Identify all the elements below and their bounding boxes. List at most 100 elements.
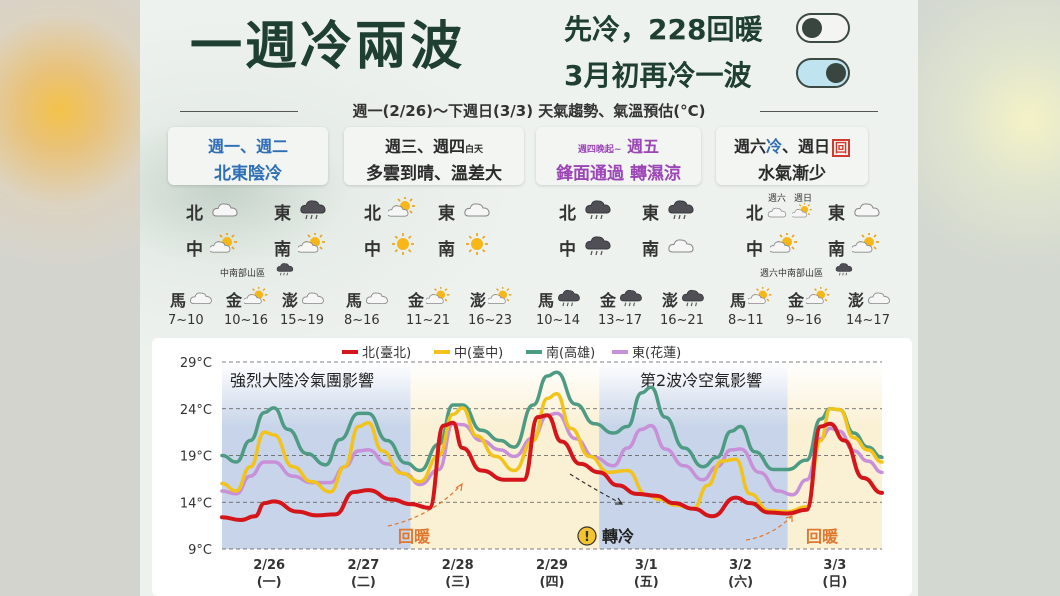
infographic-card: 一週冷兩波 先冷，228回暖 3月初再冷一波 週一(2/26)～下週日(3/3)… — [140, 0, 918, 596]
period-days-b: 週日 — [798, 137, 831, 156]
x-tick-label: 3/3 — [823, 558, 846, 573]
period-days-a-suffix: 冷 — [765, 137, 782, 156]
island-label: 馬 — [346, 291, 363, 310]
legend-label: 東(花蓮) — [632, 345, 681, 361]
cool-arrow — [569, 473, 623, 505]
y-tick-label: 24°C — [180, 403, 212, 418]
weekday-note: 週日 — [794, 194, 813, 204]
period-box-sat-sun: 週六冷、週日回 水氣漸少 — [716, 127, 868, 185]
period-days: 週五 — [627, 137, 660, 156]
island-temp-range: 8~16 — [344, 313, 380, 328]
sun-cloud-icon — [208, 232, 240, 255]
island-label: 金 — [226, 291, 243, 310]
period-desc: 北東陰冷 — [214, 164, 282, 184]
warm-arrow-1-head — [455, 482, 463, 492]
period-days: 週一、週二 — [207, 137, 288, 156]
annotation-cold-wave-1: 強烈大陸冷氣團影響 — [230, 371, 374, 390]
region-label: 南 — [274, 240, 291, 260]
y-tick-label: 29°C — [180, 356, 212, 371]
mountain-note: 週六中南部山區 — [760, 269, 824, 279]
sun-cloud-icon — [768, 232, 800, 255]
y-tick-label: 14°C — [180, 496, 212, 511]
annotation-cool: 轉冷 — [602, 527, 634, 546]
rain-cloud-icon — [583, 197, 613, 220]
region-label: 東 — [438, 204, 455, 224]
region-label: 南 — [438, 240, 455, 260]
cloud-icon — [866, 287, 892, 309]
region-label: 北 — [364, 204, 381, 224]
rain-cloud-icon — [583, 233, 613, 256]
series-line-2 — [220, 370, 884, 473]
warm-arrow-2-head — [785, 515, 793, 522]
sun-cloud-icon — [425, 286, 452, 309]
legend-label: 中(臺中) — [454, 346, 503, 361]
series-line-3 — [220, 411, 884, 497]
y-tick-label: 9°C — [188, 543, 212, 558]
series-line-0 — [220, 413, 884, 523]
weekday-note: 週六 — [768, 194, 787, 204]
sun-icon — [388, 233, 418, 255]
x-tick-label: 2/29 — [536, 558, 568, 573]
region-label: 南 — [828, 240, 845, 260]
cloud-icon — [462, 197, 492, 219]
x-tick-label: 3/2 — [729, 558, 752, 573]
period-desc: 水氣漸少 — [758, 164, 826, 184]
y-tick-label: 19°C — [180, 450, 212, 465]
region-label: 東 — [274, 204, 291, 224]
mountain-note: 中南部山區 — [220, 269, 266, 279]
region-label: 中 — [364, 240, 381, 260]
rain-cloud-icon — [618, 287, 644, 309]
region-label: 東 — [642, 204, 659, 224]
island-temp-range: 13~17 — [598, 313, 642, 328]
legend-label: 北(臺北) — [362, 346, 411, 361]
rain-cloud-icon — [275, 261, 295, 283]
x-tick-label: 2/27 — [347, 558, 379, 573]
cloud-icon — [766, 203, 788, 225]
island-temp-range: 15~19 — [280, 313, 324, 328]
rain-cloud-icon — [666, 197, 696, 220]
divider-right — [760, 111, 878, 112]
region-label: 中 — [746, 240, 763, 260]
sun-cloud-icon — [791, 202, 814, 225]
island-label: 馬 — [170, 291, 187, 310]
island-temp-range: 14~17 — [846, 313, 890, 328]
sun-icon — [462, 233, 492, 255]
x-weekday-label: (五) — [634, 575, 659, 590]
x-weekday-label: (二) — [351, 575, 376, 590]
island-temp-range: 16~21 — [660, 313, 704, 328]
island-label: 澎 — [662, 291, 679, 310]
period-box-wed-thu: 週三、週四白天 多雲到晴、溫差大 — [344, 127, 524, 185]
region-label: 北 — [186, 204, 203, 224]
warm-arrow-1 — [387, 483, 463, 527]
island-label: 金 — [600, 291, 617, 310]
cloud-icon — [300, 287, 326, 309]
sun-cloud-icon — [243, 286, 270, 309]
region-label: 北 — [559, 204, 576, 224]
annotation-cold-wave-2: 第2波冷空氣影響 — [640, 371, 762, 390]
sun-cloud-icon — [487, 286, 514, 309]
period-desc-b: 轉濕涼 — [629, 164, 681, 184]
island-label: 金 — [408, 291, 425, 310]
annotation-warm-2: 回暖 — [806, 527, 839, 546]
legend-label: 南(高雄) — [546, 345, 595, 361]
island-temp-range: 9~16 — [786, 313, 822, 328]
island-temp-range: 16~23 — [468, 313, 512, 328]
island-temp-range: 10~14 — [536, 313, 580, 328]
x-tick-label: 2/26 — [253, 558, 285, 573]
sun-cloud-icon — [805, 286, 832, 309]
x-tick-label: 3/1 — [635, 558, 658, 573]
island-temp-range: 7~10 — [168, 313, 204, 328]
island-temp-range: 10~16 — [224, 313, 268, 328]
period-desc-a: 鋒面通過 — [556, 164, 625, 184]
sun-cloud-icon — [850, 232, 882, 255]
region-label: 北 — [746, 204, 763, 224]
period-box-fri: 週四晚起~ 週五 鋒面通過 轉濕涼 — [536, 127, 701, 185]
region-label: 南 — [642, 240, 659, 260]
sun-cloud-icon — [386, 196, 418, 219]
cool-arrow-head — [615, 497, 624, 505]
rain-cloud-icon — [834, 261, 854, 283]
x-weekday-label: (日) — [822, 575, 847, 590]
island-temp-range: 8~11 — [728, 313, 764, 328]
island-label: 馬 — [538, 291, 555, 310]
x-tick-label: 2/28 — [442, 558, 474, 573]
